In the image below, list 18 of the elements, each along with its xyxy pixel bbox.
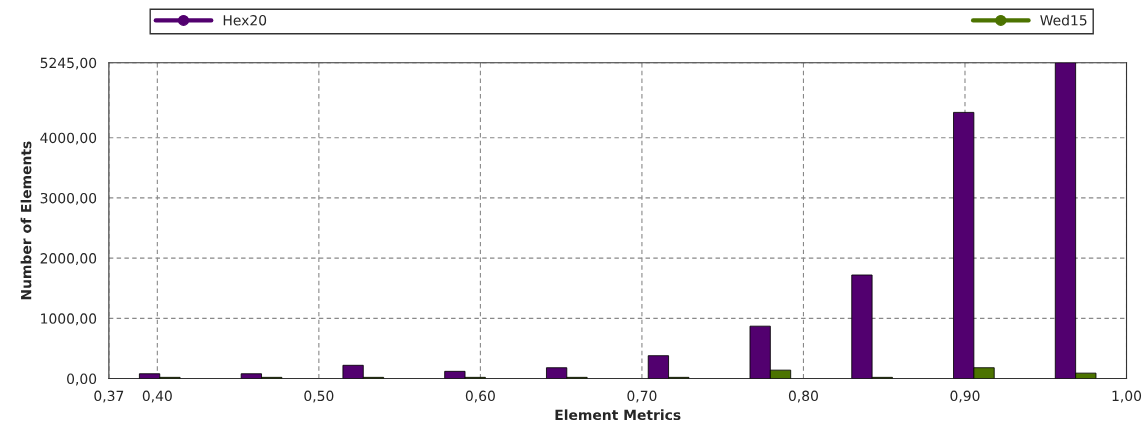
x-tick-label: 0,37 (94, 390, 124, 403)
x-tick-label: 0,70 (627, 390, 657, 403)
x-tick-label: 0,90 (950, 390, 980, 403)
y-axis-title: Number of Elements (20, 141, 32, 300)
y-tick-label: 5245,00 (40, 57, 97, 70)
y-tick-label: 1000,00 (41, 313, 97, 326)
legend-label: Hex20 (223, 14, 267, 26)
x-tick-label: 0,60 (465, 390, 495, 403)
x-tick-label: 1,00 (1112, 390, 1142, 403)
y-tick-label: 3000,00 (40, 192, 97, 205)
y-tick-label: 2000,00 (40, 253, 97, 266)
x-tick-label: 0,50 (304, 390, 334, 403)
x-tick-label: 0,40 (142, 390, 172, 403)
y-tick-label: 4000,00 (40, 132, 97, 145)
x-axis-title: Element Metrics (555, 409, 681, 421)
y-tick-label: 0,00 (67, 373, 97, 386)
x-tick-label: 0,80 (788, 390, 818, 403)
legend-label: Wed15 (1040, 14, 1087, 26)
